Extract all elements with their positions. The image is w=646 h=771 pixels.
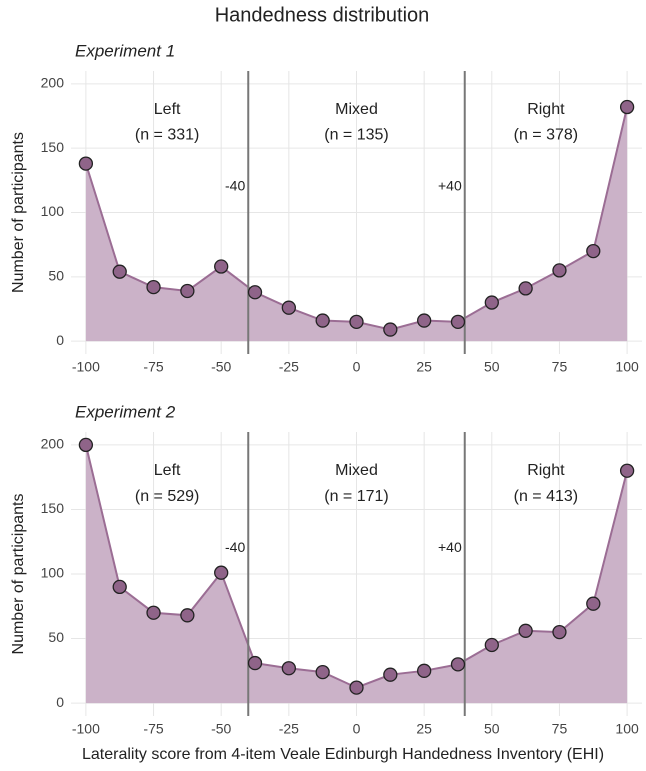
x-tick-label: -25 [279,721,299,737]
point [619,99,635,115]
y-tick-label: 50 [48,629,64,645]
point [619,463,635,478]
region-count: (n = 135) [324,127,388,144]
region-count: (n = 413) [514,488,578,505]
point [78,156,94,171]
y-tick-label: 100 [41,565,65,581]
x-tick-label: -75 [143,359,163,375]
x-tick-label: 0 [353,721,361,737]
point [247,285,263,300]
point [586,596,601,611]
y-tick-label: 100 [41,203,65,219]
x-tick-label: -75 [143,721,163,737]
threshold-label: +40 [438,539,462,555]
region-label: Right [527,462,565,479]
region-count: (n = 529) [135,488,199,505]
point [417,313,432,328]
y-tick-label: 150 [41,500,65,516]
panel-title: Experiment 1 [75,41,175,60]
threshold-label: -40 [225,539,245,555]
point [552,624,567,640]
x-tick-label: -100 [72,359,100,375]
point [450,657,466,672]
area [85,107,628,342]
region-label: Left [154,101,181,118]
x-tick-label: -50 [211,359,231,375]
x-tick-label: 25 [416,359,432,375]
x-tick-label: 50 [484,359,500,375]
region-count: (n = 171) [324,488,388,505]
x-tick-label: -100 [72,721,100,737]
region-count: (n = 331) [135,127,199,144]
y-tick-label: 200 [41,75,65,91]
x-tick-label: 0 [353,359,361,375]
y-tick-label: 0 [56,332,64,348]
threshold-label: -40 [225,177,245,193]
point [180,283,195,299]
point [518,623,533,638]
y-tick-label: 0 [56,694,64,710]
point [417,663,432,678]
point [484,637,499,653]
point [518,281,533,296]
y-tick-label: 150 [41,139,65,155]
point [383,667,398,682]
point [214,259,229,274]
x-tick-label: -50 [211,721,231,737]
y-axis-label: Number of participants [10,132,27,293]
x-tick-label: 75 [552,721,568,737]
point [315,313,330,328]
point [349,680,364,695]
y-tick-label: 200 [41,436,65,452]
threshold-label: +40 [438,177,462,193]
region-label: Mixed [335,101,378,118]
point [214,565,229,580]
point [315,664,330,680]
region-label: Mixed [335,462,378,479]
point [552,263,567,278]
point [484,295,499,310]
point [180,608,195,623]
point [586,243,601,259]
x-tick-label: 25 [416,721,432,737]
point [247,655,263,671]
y-axis-label: Number of participants [10,494,27,655]
x-tick-label: 100 [615,359,639,375]
panel-title: Experiment 2 [75,402,176,421]
point [112,264,127,279]
point [281,300,296,315]
point [146,279,161,295]
x-tick-label: -25 [279,359,299,375]
point [349,314,364,329]
region-label: Left [154,462,181,479]
region-label: Right [527,101,565,118]
point [383,322,398,337]
x-tick-label: 75 [552,359,568,375]
y-tick-label: 50 [48,268,64,284]
region-count: (n = 378) [514,127,578,144]
chart-title: Handedness distribution [215,4,430,26]
x-tick-label: 50 [484,721,500,737]
point [146,605,161,620]
point [78,437,94,453]
point [112,579,127,595]
point [281,661,296,676]
point [450,314,466,329]
x-tick-label: 100 [615,721,639,737]
area [85,444,628,704]
x-axis-label: Laterality score from 4-item Veale Edinb… [82,746,604,763]
